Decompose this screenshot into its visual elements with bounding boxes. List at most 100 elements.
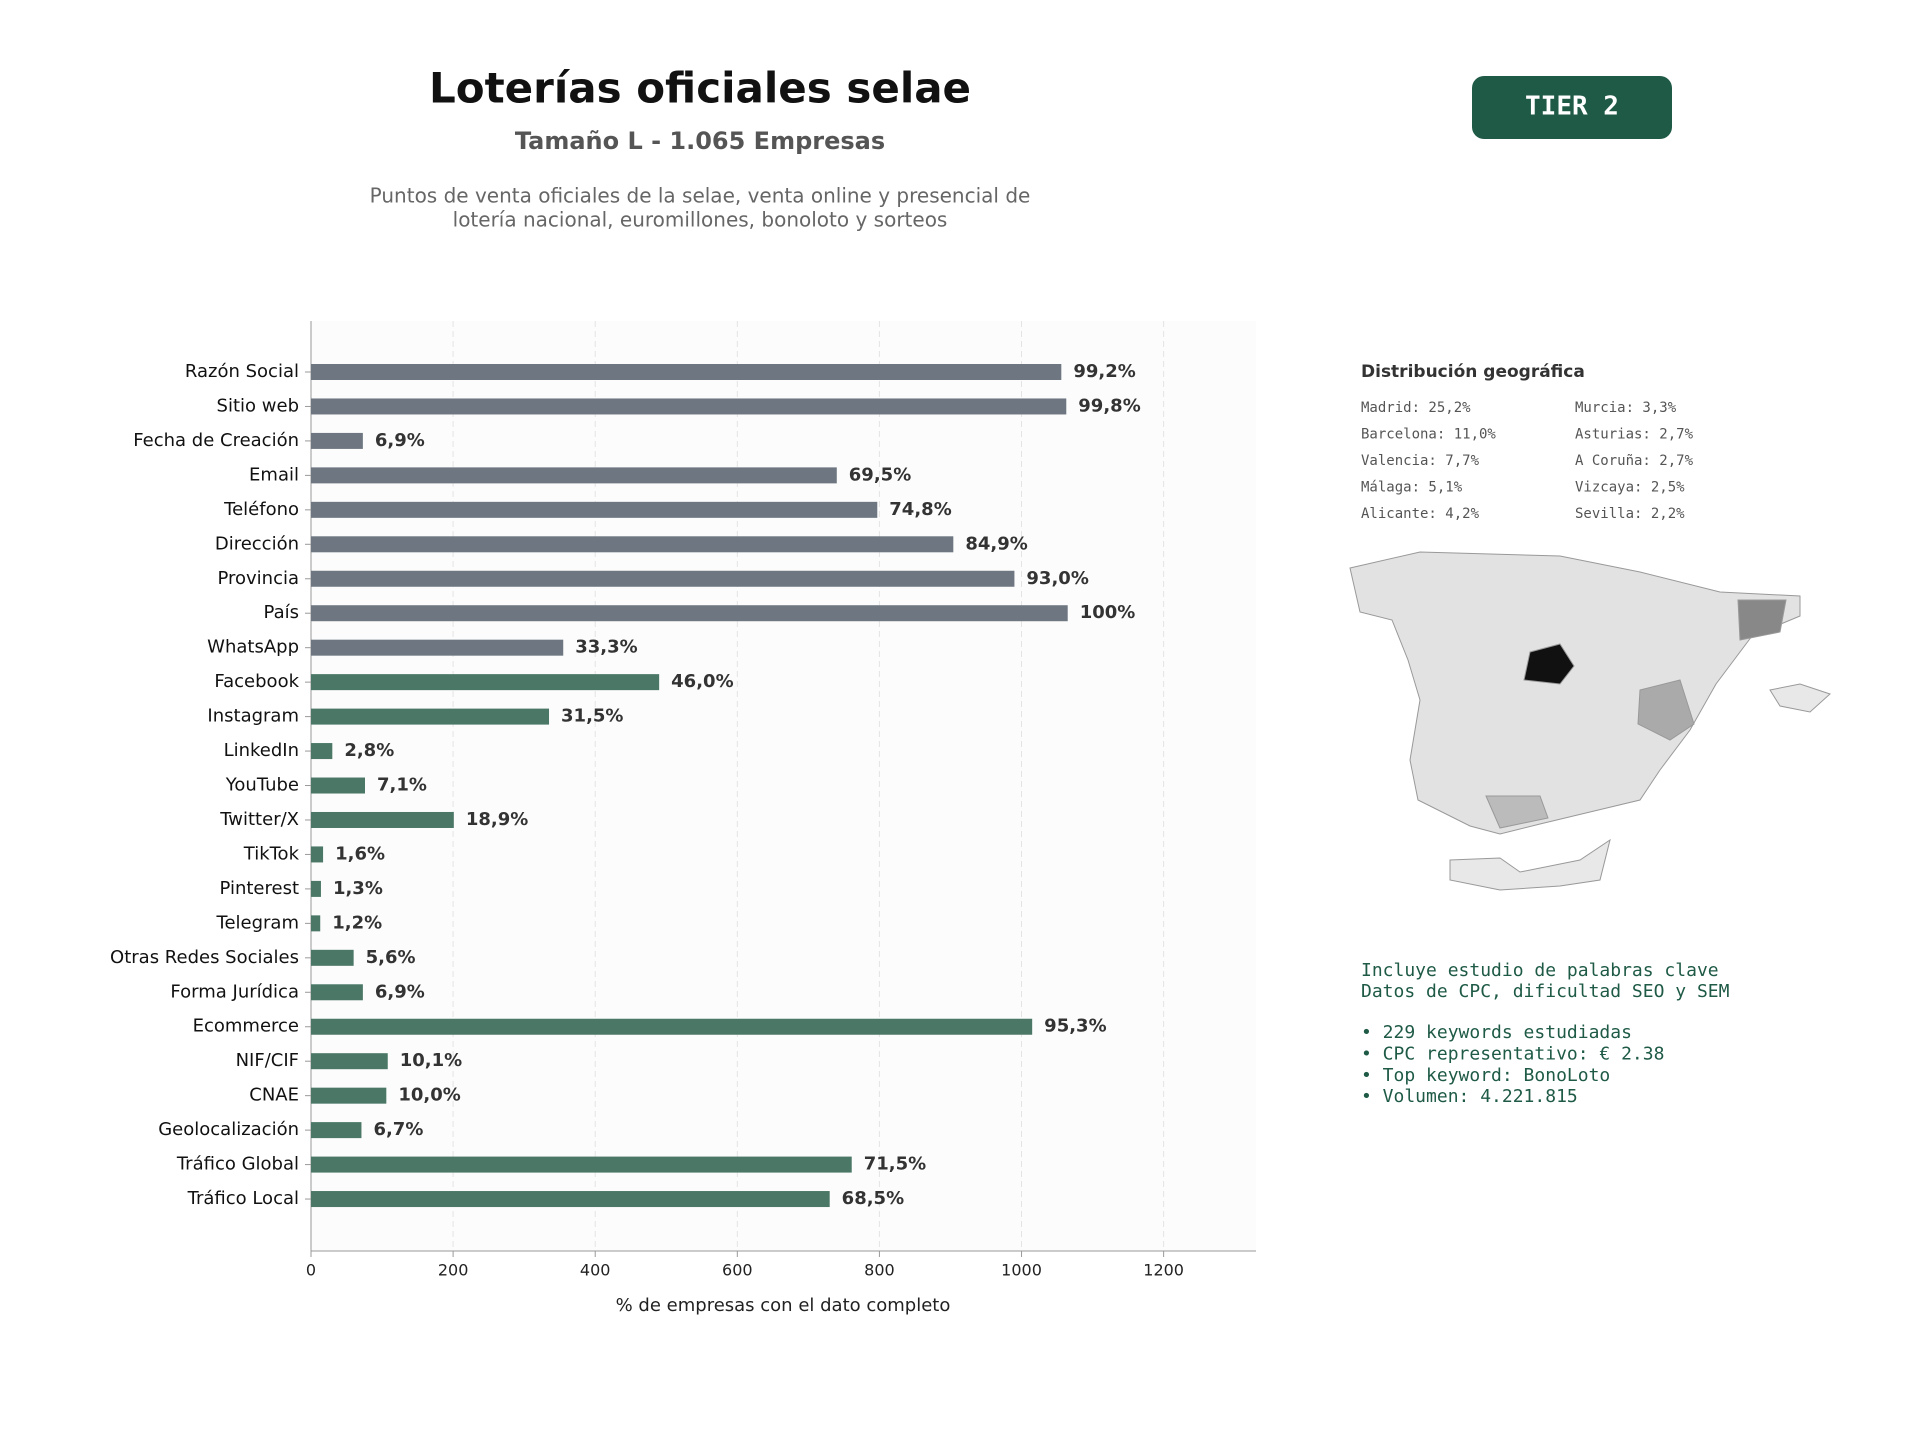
x-tick-label: 800 [864, 1261, 895, 1280]
geo-entry: A Coruña: 2,7% [1575, 453, 1694, 469]
bar [311, 501, 878, 518]
value-label: 31,5% [561, 706, 623, 727]
geo-entry: Barcelona: 11,0% [1361, 427, 1496, 443]
geo-entry: Asturias: 2,7% [1575, 427, 1694, 443]
value-label: 71,5% [864, 1154, 926, 1175]
y-tick-label: TikTok [243, 843, 300, 864]
description: lotería nacional, euromillones, bonoloto… [453, 208, 948, 232]
keyword-bullet: • CPC representativo: € 2.38 [1361, 1043, 1664, 1064]
bar [311, 674, 660, 691]
title: Loterías oficiales selae [429, 64, 971, 113]
bar [311, 949, 354, 966]
x-tick-label: 1200 [1143, 1261, 1184, 1280]
bar [311, 605, 1068, 622]
bar [311, 811, 454, 828]
keyword-intro: Datos de CPC, dificultad SEO y SEM [1361, 981, 1730, 1002]
value-label: 68,5% [842, 1188, 904, 1209]
geo-title: Distribución geográfica [1361, 362, 1585, 382]
map [1349, 551, 1831, 891]
value-label: 6,9% [375, 430, 425, 451]
y-tick-label: Dirección [215, 533, 299, 554]
y-tick-label: Otras Redes Sociales [110, 947, 299, 968]
bar [311, 1087, 387, 1104]
bar [311, 915, 321, 932]
y-tick-label: CNAE [249, 1085, 299, 1106]
value-label: 33,3% [575, 637, 637, 658]
bar [311, 570, 1015, 587]
y-tick-label: País [264, 602, 299, 623]
y-tick-label: Telegram [216, 912, 299, 933]
bar [311, 1191, 830, 1208]
value-label: 100% [1080, 602, 1136, 623]
y-tick-label: Twitter/X [219, 809, 299, 830]
bar [311, 639, 564, 656]
value-label: 1,6% [335, 843, 385, 864]
badge: TIER 2 [1525, 92, 1619, 122]
y-tick-label: Forma Jurídica [170, 981, 299, 1002]
x-tick-label: 1000 [1001, 1261, 1042, 1280]
value-label: 99,8% [1078, 395, 1140, 416]
keyword-bullet: • Volumen: 4.221.815 [1361, 1086, 1578, 1107]
y-tick-label: Instagram [207, 706, 299, 727]
geo-entry: Málaga: 5,1% [1361, 480, 1463, 496]
y-tick-label: Ecommerce [193, 1016, 299, 1037]
keyword-bullet: • 229 keywords estudiadas [1361, 1022, 1632, 1043]
value-label: 99,2% [1073, 361, 1135, 382]
value-label: 1,3% [333, 878, 383, 899]
value-label: 2,8% [344, 740, 394, 761]
value-label: 46,0% [671, 671, 733, 692]
bar [311, 846, 324, 863]
bar [311, 777, 365, 794]
map-barcelona [1737, 599, 1787, 641]
bar [311, 364, 1062, 380]
map-islands [1769, 683, 1831, 713]
bar [311, 880, 321, 897]
value-label: 10,0% [398, 1085, 460, 1106]
value-label: 6,9% [375, 981, 425, 1002]
value-label: 1,2% [332, 912, 382, 933]
map-malaga [1485, 795, 1549, 829]
x-tick-label: 600 [722, 1261, 753, 1280]
bar [311, 398, 1067, 415]
bar [311, 743, 333, 760]
map-valencia [1637, 679, 1695, 741]
subtitle: Tamaño L - 1.065 Empresas [515, 127, 885, 155]
value-label: 5,6% [366, 947, 416, 968]
y-tick-label: Provincia [217, 568, 299, 589]
value-label: 6,7% [373, 1119, 423, 1140]
y-tick-label: WhatsApp [207, 637, 299, 658]
y-tick-label: Fecha de Creación [133, 430, 299, 451]
y-tick-label: LinkedIn [224, 740, 299, 761]
geo-entry: Alicante: 4,2% [1361, 506, 1480, 522]
map-madrid [1523, 643, 1575, 685]
bar [311, 1018, 1033, 1035]
y-tick-label: Tráfico Local [187, 1188, 299, 1209]
value-label: 18,9% [466, 809, 528, 830]
value-label: 69,5% [849, 464, 911, 485]
value-label: 7,1% [377, 775, 427, 796]
y-tick-label: YouTube [225, 775, 299, 796]
value-label: 95,3% [1044, 1016, 1106, 1037]
x-axis-label: % de empresas con el dato completo [616, 1295, 951, 1316]
value-label: 84,9% [965, 533, 1027, 554]
bar [311, 536, 954, 553]
x-tick-label: 0 [306, 1261, 316, 1280]
y-tick-label: Email [249, 464, 299, 485]
keyword-intro: Incluye estudio de palabras clave [1361, 960, 1719, 981]
y-tick-label: Facebook [214, 671, 299, 692]
bar [311, 1156, 852, 1173]
geo-entry: Sevilla: 2,2% [1575, 506, 1685, 522]
value-label: 93,0% [1026, 568, 1088, 589]
bar [311, 432, 363, 449]
map-canarias [1449, 838, 1611, 891]
value-label: 74,8% [889, 499, 951, 520]
bar [311, 467, 837, 484]
bar [311, 708, 550, 725]
badge-bg [1472, 76, 1672, 139]
keyword-bullet: • Top keyword: BonoLoto [1361, 1065, 1610, 1086]
geo-entry: Vizcaya: 2,5% [1575, 480, 1685, 496]
geo-entry: Madrid: 25,2% [1361, 400, 1471, 416]
y-tick-label: Geolocalización [158, 1119, 299, 1140]
value-label: 10,1% [400, 1050, 462, 1071]
